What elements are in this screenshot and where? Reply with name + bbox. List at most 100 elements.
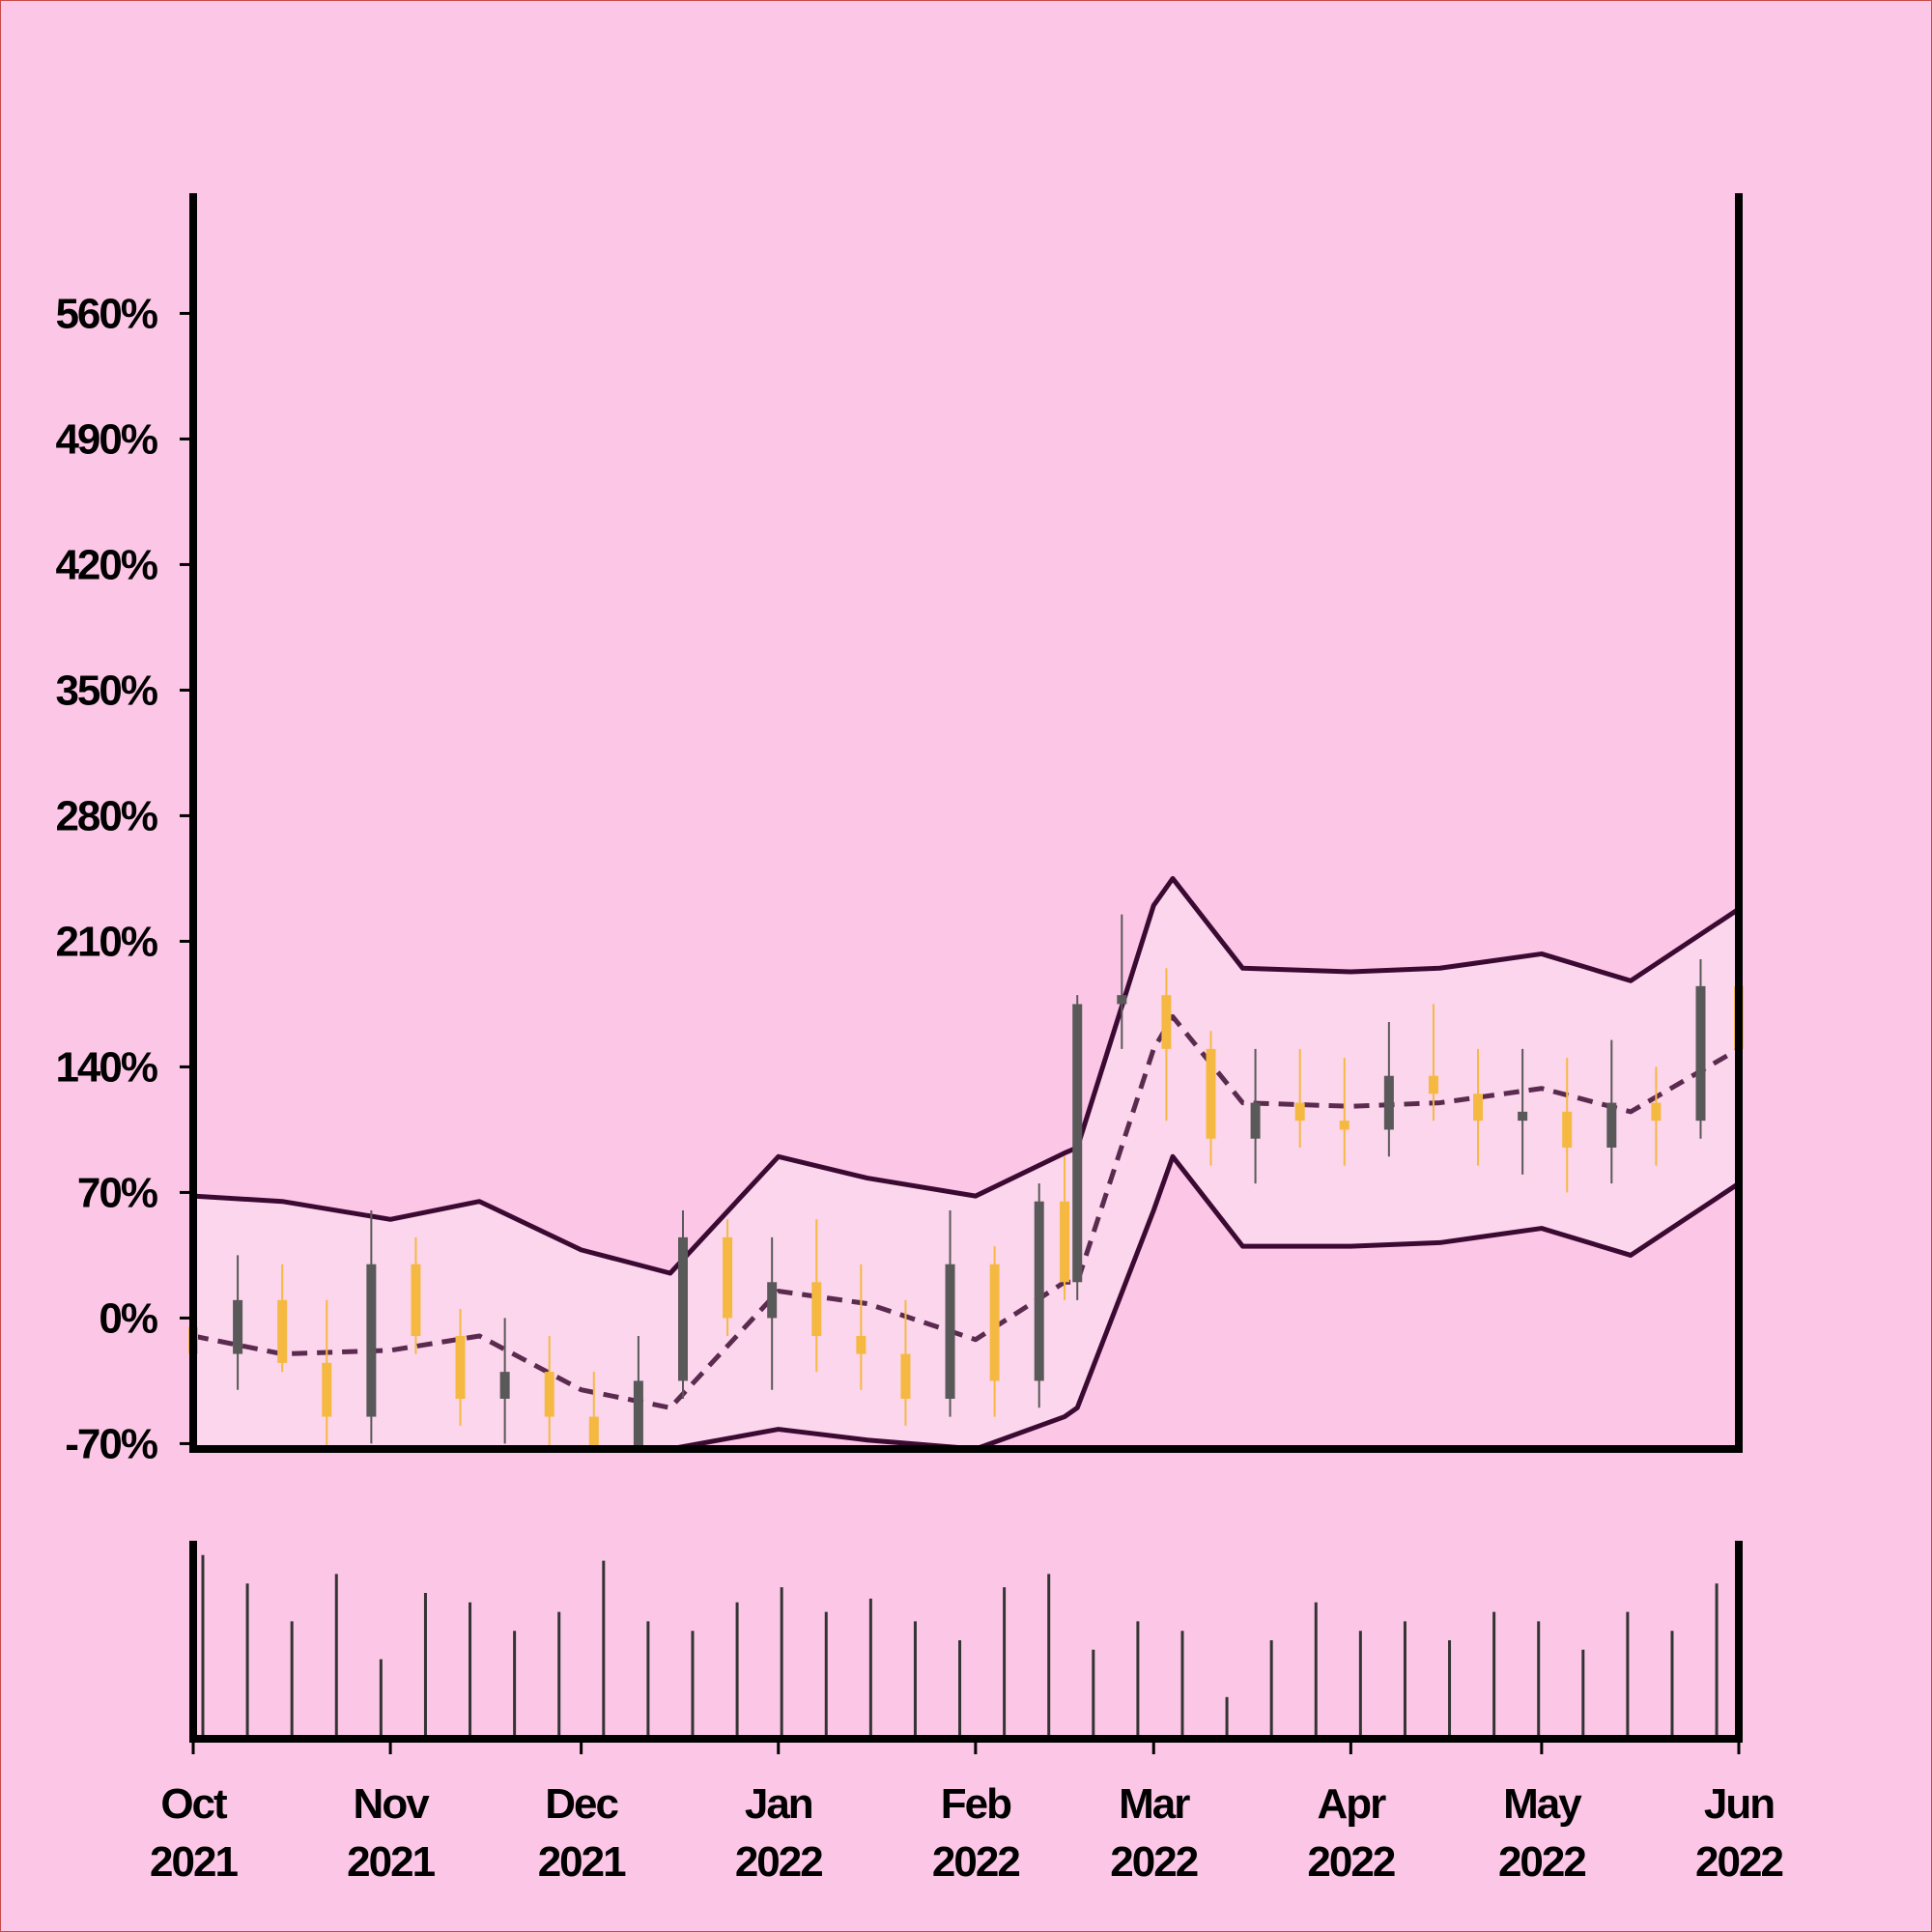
candle-body [1161,995,1172,1049]
candle [411,1236,421,1354]
candle-body [544,1372,554,1417]
y-axis-ticks: -70% 0% 70% 140% 210% 280% 350% 420% 490% 560% [55,290,193,1467]
y-tick-label: 280% [55,792,156,839]
candle-body [455,1336,466,1399]
candle [1072,995,1083,1300]
x-tick-label-month: Oct [160,1780,228,1828]
candle-body [856,1336,867,1354]
candle-body [1695,985,1706,1122]
candle-body [633,1380,643,1449]
candle-body [1034,1201,1044,1381]
candle-body [322,1362,332,1417]
candle [1060,1156,1070,1300]
x-axis-ticks: Oct 2021 Nov 2021 Dec 2021 Jan 2022 Feb 2022 Mar 20… [150,1739,1784,1886]
candle [1250,1048,1261,1184]
x-tick-label-month: Feb [941,1780,1011,1828]
candle [588,1372,599,1449]
candle [1383,1022,1394,1157]
candle [723,1219,733,1336]
candle [277,1264,288,1373]
x-tick-label-year: 2022 [1307,1838,1394,1886]
candle-body [677,1236,688,1381]
x-tick-label-month: Nov [354,1780,431,1828]
band-fill [193,878,1739,1449]
candle [811,1219,822,1373]
candle [1339,1058,1350,1166]
candle-body [1294,1102,1305,1122]
x-tick-label-year: 2021 [538,1838,626,1886]
x-tick-label-year: 2022 [735,1838,822,1886]
candle [1606,1039,1617,1184]
candle [1294,1048,1305,1148]
candle [633,1336,643,1449]
x-tick-label-month: Jan [745,1780,812,1828]
candle [455,1309,466,1426]
candle-body [1339,1121,1350,1130]
x-tick-label-year: 2022 [1498,1838,1585,1886]
candle-body [1206,1048,1216,1139]
candle-body [1428,1075,1438,1094]
candle [1117,914,1127,1049]
candle [1428,1004,1438,1122]
y-tick-label: 420% [55,541,156,588]
volume-series [201,1554,1719,1735]
x-tick-label-year: 2022 [1695,1838,1782,1886]
candle-body [767,1282,778,1319]
candle [767,1236,778,1390]
y-tick-label: 350% [55,667,156,714]
candle-body [588,1416,599,1449]
y-tick-label: 70% [77,1169,157,1216]
candle-body [1518,1111,1528,1122]
candle-body [1606,1102,1617,1148]
x-tick-label-year: 2021 [347,1838,435,1886]
x-tick-label-year: 2022 [932,1838,1019,1886]
candle-body [499,1372,510,1399]
candle-body [366,1264,377,1417]
candle [900,1299,911,1426]
candle-body [1117,995,1127,1005]
candle-body [1383,1075,1394,1130]
candle-body [723,1236,733,1319]
candle-body [233,1299,243,1354]
candle-body [989,1264,1000,1381]
candle [677,1210,688,1399]
candle [945,1210,955,1417]
candle [322,1299,332,1449]
upper-band-line [192,875,1741,1276]
x-tick-label-month: Mar [1119,1780,1190,1828]
candle [1161,968,1172,1122]
candle [1518,1048,1528,1175]
axes [189,193,1743,1743]
y-tick-label: 490% [55,415,156,463]
candle [366,1210,377,1444]
y-tick-label: 210% [55,918,156,965]
candle-body [1473,1094,1484,1122]
candle [1034,1183,1044,1408]
candle [856,1264,867,1390]
candle-body [1072,1004,1083,1283]
candle [1473,1048,1484,1166]
candle [499,1318,510,1444]
x-tick-label-month: May [1503,1780,1582,1828]
candle-body [1060,1201,1070,1283]
candlestick-series [188,914,1744,1449]
candle [233,1255,243,1390]
candle [544,1336,554,1449]
candle-body [277,1299,288,1363]
y-tick-label: -70% [65,1420,157,1467]
x-tick-label-year: 2021 [150,1838,238,1886]
candle-body [411,1264,421,1336]
x-tick-label-month: Jun [1704,1780,1774,1828]
candle-body [1651,1102,1662,1122]
x-tick-label-month: Dec [545,1780,618,1828]
y-tick-label: 0% [99,1294,156,1342]
candle [989,1246,1000,1417]
x-tick-label-month: Apr [1317,1780,1386,1828]
candle-body [900,1353,911,1399]
candle-body [1250,1102,1261,1139]
candle [1695,959,1706,1139]
x-tick-label-year: 2022 [1110,1838,1197,1886]
candle-body [811,1282,822,1336]
